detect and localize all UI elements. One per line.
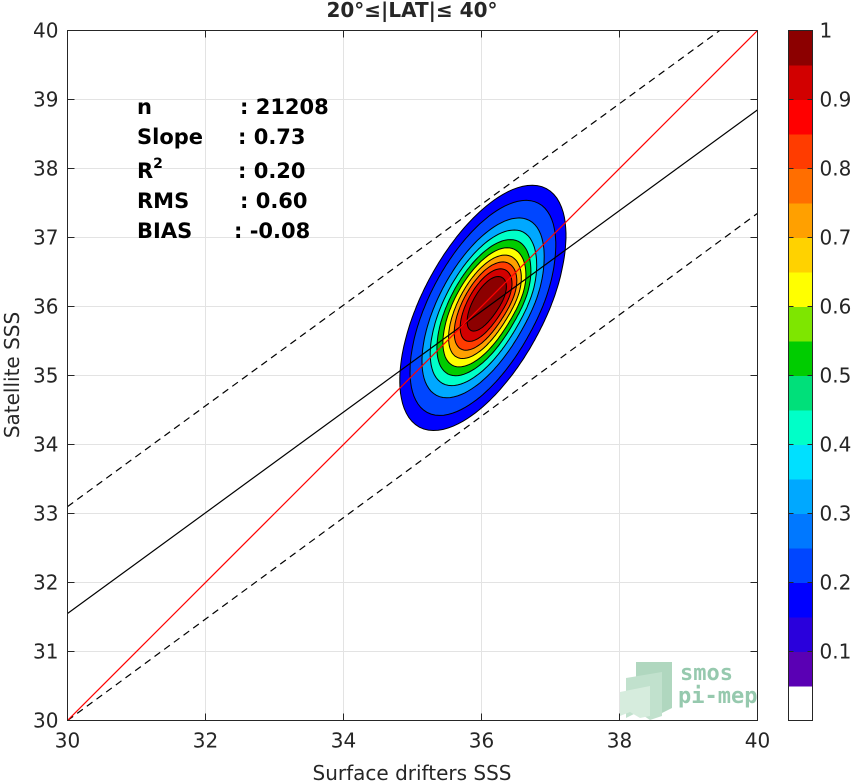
colorbar-segment (788, 272, 813, 307)
colorbar-segment (788, 410, 813, 445)
colorbar-tick-label: 0.4 (820, 433, 852, 457)
stat-label: R2 (137, 156, 163, 183)
logo-waves-icon (620, 662, 672, 720)
colorbar-tick-label: 0.3 (820, 502, 852, 526)
colorbar-segment (788, 686, 813, 721)
colorbar-segment (788, 30, 813, 66)
lower-bound-line (67, 212, 758, 721)
density-contours (399, 184, 567, 432)
regression-line (67, 109, 758, 615)
colorbar (788, 30, 813, 721)
y-tick-label: 36 (33, 295, 58, 319)
colorbar-segment (788, 306, 813, 342)
contour-level-0.9 (466, 275, 507, 332)
colorbar-segment (788, 168, 813, 204)
x-axis-label: Surface drifters SSS (313, 761, 512, 784)
stat-label: BIAS (137, 219, 192, 243)
colorbar-segment (788, 65, 813, 100)
colorbar-segment (788, 237, 813, 273)
colorbar-segment (788, 548, 813, 583)
y-tick-label: 34 (33, 433, 58, 457)
colorbar-segment (788, 203, 813, 238)
colorbar-tick-label: 0.8 (820, 157, 852, 181)
x-tick-label: 34 (331, 729, 356, 753)
identity-line (67, 30, 758, 721)
stat-value: : 0.60 (240, 189, 308, 213)
colorbar-tick-label: 0.6 (820, 295, 852, 319)
watermark-line2: pi-mep (678, 684, 757, 709)
colorbar-tick-label: 0.5 (820, 364, 852, 388)
colorbar-segment (788, 134, 813, 169)
y-tick-label: 40 (33, 19, 58, 43)
y-tick-label: 31 (33, 640, 58, 664)
y-tick-label: 30 (33, 709, 58, 733)
stat-value: : -0.08 (234, 219, 310, 243)
colorbar-segment (788, 617, 813, 652)
colorbar-ticks: 0.1 0.2 0.3 0.4 0.5 0.6 0.7 0.8 0.9 1 (788, 19, 852, 664)
x-axis: 30 32 34 36 38 40 (55, 30, 770, 753)
stat-label: RMS (137, 189, 189, 213)
y-tick-label: 35 (33, 364, 58, 388)
colorbar-segment (788, 444, 813, 480)
reference-lines (67, 30, 758, 721)
colorbar-segment (788, 479, 813, 514)
stat-value: : 21208 (240, 95, 329, 119)
stat-label: n (137, 95, 152, 119)
y-tick-label: 32 (33, 571, 58, 595)
chart-title: 20°≤|LAT|≤ 40° (326, 0, 497, 22)
stat-value: : 0.20 (238, 159, 306, 183)
colorbar-tick-label: 0.9 (820, 88, 852, 112)
upper-bound-line (67, 30, 721, 508)
watermark-line1: smos (680, 661, 733, 686)
y-axis-label: Satellite SSS (0, 312, 24, 438)
y-tick-label: 39 (33, 88, 58, 112)
colorbar-tick-label: 0.7 (820, 226, 852, 250)
colorbar-tick-label: 0.2 (820, 571, 852, 595)
colorbar-segment (788, 651, 813, 687)
colorbar-tick-label: 1 (820, 19, 833, 43)
stat-value: : 0.73 (238, 125, 306, 149)
y-tick-label: 37 (33, 226, 58, 250)
x-tick-label: 32 (193, 729, 218, 753)
x-tick-label: 40 (745, 729, 770, 753)
stat-label-superscript: 2 (153, 156, 163, 172)
x-tick-label: 38 (607, 729, 632, 753)
colorbar-tick-label: 0.1 (820, 640, 852, 664)
colorbar-segment (788, 582, 813, 618)
x-tick-label: 36 (469, 729, 494, 753)
x-tick-label: 30 (55, 729, 80, 753)
y-tick-label: 38 (33, 157, 58, 181)
y-axis: 30 31 32 33 34 35 36 37 38 39 40 (33, 19, 758, 733)
watermark-logo: smos pi-mep (620, 661, 757, 720)
colorbar-segment (788, 513, 813, 549)
colorbar-segment (788, 375, 813, 411)
colorbar-segment (788, 341, 813, 376)
y-tick-label: 33 (33, 502, 58, 526)
stat-label: Slope (137, 125, 203, 149)
colorbar-segment (788, 99, 813, 135)
